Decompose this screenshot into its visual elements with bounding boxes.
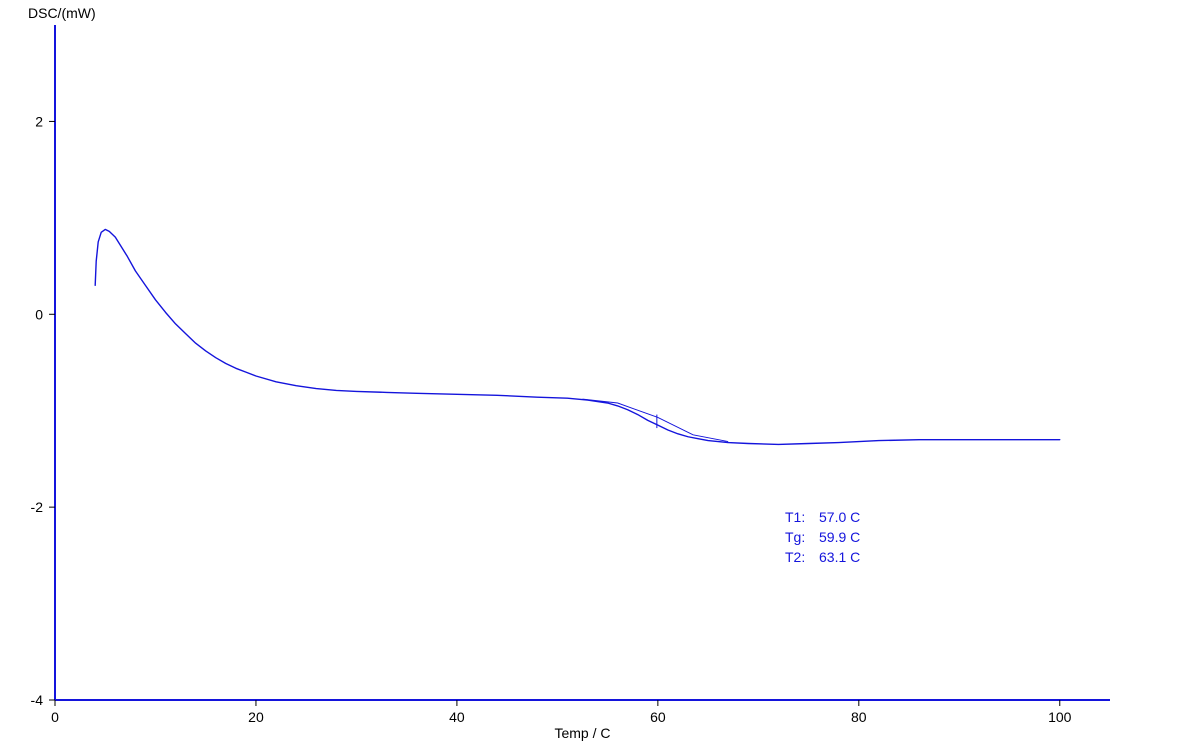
- x-tick-label: 0: [51, 709, 59, 725]
- dsc-chart: -4-202020406080100DSC/(mW)Temp / CT1:57.…: [0, 0, 1184, 748]
- y-tick-label: 2: [35, 113, 43, 129]
- x-axis-label: Temp / C: [554, 725, 610, 741]
- y-tick-label: -4: [31, 692, 44, 708]
- x-tick-label: 80: [851, 709, 867, 725]
- annotation-label: Tg:: [785, 529, 805, 545]
- annotation-label: T1:: [785, 509, 805, 525]
- annotation-value: 59.9 C: [819, 529, 860, 545]
- x-tick-label: 40: [449, 709, 465, 725]
- y-tick-label: -2: [31, 499, 44, 515]
- annotation-value: 63.1 C: [819, 549, 860, 565]
- x-tick-label: 20: [248, 709, 264, 725]
- annotation-value: 57.0 C: [819, 509, 860, 525]
- y-tick-label: 0: [35, 306, 43, 322]
- x-tick-label: 100: [1048, 709, 1072, 725]
- annotation-label: T2:: [785, 549, 805, 565]
- x-tick-label: 60: [650, 709, 666, 725]
- y-axis-label: DSC/(mW): [28, 5, 96, 21]
- chart-svg: -4-202020406080100DSC/(mW)Temp / CT1:57.…: [0, 0, 1184, 748]
